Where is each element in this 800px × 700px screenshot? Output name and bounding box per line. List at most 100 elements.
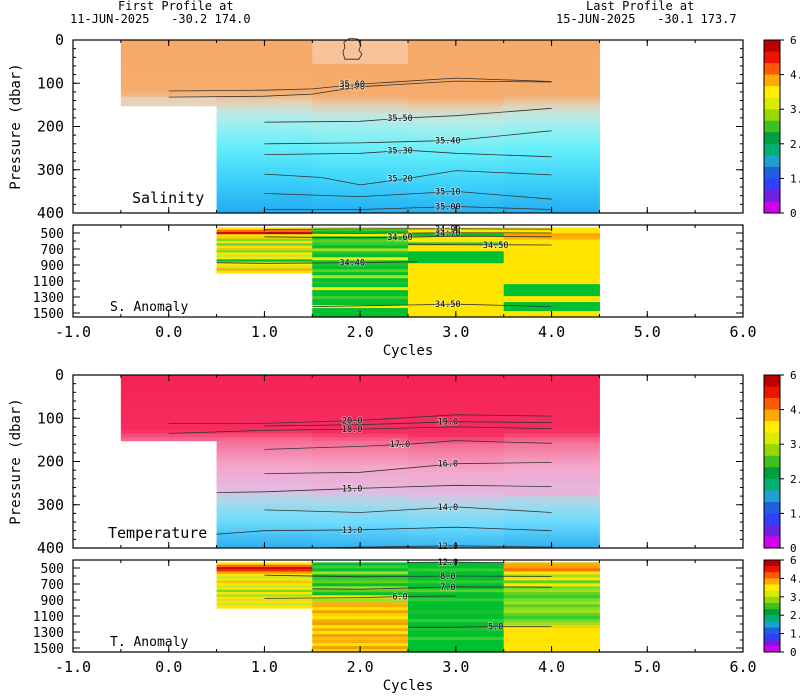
colorbar-t-anomaly-swatch [764,602,780,610]
colorbar-t-anomaly-frame [763,559,781,653]
colorbar-salinity-swatch [764,86,780,99]
tmp-upper-ytick-label: 300 [37,496,64,514]
colorbar-temperature-swatch [764,375,780,387]
sal-upper-contour-label-3: 35.40 [435,136,461,146]
sal-upper-ytick-label: 400 [37,204,64,222]
sal-anom-xtick-label: 2.0 [347,323,374,341]
colorbar-t-anomaly-tick: 4.5 [790,572,800,585]
sal-upper-ylabel: Pressure (dbar) [8,63,24,189]
sal-anom-xlabel: Cycles [383,343,434,359]
salinity-surface-patch [342,37,363,60]
sal-upper-contour-label-7: 35.00 [435,203,461,213]
colorbar-t-anomaly-swatch [764,590,780,598]
colorbar-t-anomaly-swatch [764,645,780,653]
colorbar-salinity: 6 4.5 3.5 2.5 1.5 0 [763,34,800,220]
colorbar-salinity-tick: 1.5 [790,172,800,185]
sal-upper-contour-4 [264,149,552,158]
colorbar-temperature-swatch [764,501,780,514]
colorbar-t-anomaly-swatch [764,578,780,585]
sal-upper-contour-0 [168,80,552,98]
tmp-upper-contour-6 [264,506,552,513]
tmp-anom-ytick-label: 900 [41,594,64,609]
sal-upper-contour-label-1: 35.60 [339,80,365,90]
colorbar-salinity-tick: 3.5 [790,103,800,116]
colorbar-temperature-frame [763,374,781,549]
tmp-upper-contour-label-7: 13.0 [342,526,362,536]
tmp-upper-ytick-label: 100 [37,409,64,427]
colorbar-t-anomaly-tick: 3.5 [790,591,800,604]
sal-anom-ytick-label: 1500 [33,307,64,322]
colorbar-salinity-swatch [764,120,780,133]
tmp-upper-ytick-label: 400 [37,539,64,557]
sal-anom-label: S. Anomaly [110,300,188,315]
colorbar-t-anomaly-swatch [764,639,780,647]
sal-anom-contour-label-2: 34.60 [387,233,413,243]
tmp-upper-contour-7 [216,526,552,535]
sal-upper-contour-label-5: 35.20 [387,174,413,184]
colorbar-salinity-swatch [764,109,780,122]
colorbar-salinity-swatch [764,143,780,156]
sal-upper-contour-2 [264,107,552,123]
tmp-upper-contour-3 [264,440,552,450]
tmp-anom-xtick-label: 4.0 [538,658,565,676]
first-profile-details: 11-JUN-2025 -30.2 174.0 [70,12,251,26]
colorbar-temperature-tick: 6 [790,369,797,382]
sal-anom-contour-5 [312,303,552,307]
colorbar-salinity-swatch [764,51,780,64]
tmp-anom-xtick-label: 1.0 [251,658,278,676]
sal-upper-ytick-label: 300 [37,161,64,179]
tmp-anom-xlabel: Cycles [383,678,434,694]
tmp-anom-contour-label-1: 8.0 [440,572,455,582]
colorbar-temperature-tick: 2.5 [790,473,800,486]
last-profile-label: Last Profile at [586,0,695,13]
tmp-anom-xtick-label: -1.0 [55,658,91,676]
colorbar-temperature-tick: 1.5 [790,507,800,520]
tmp-upper-contour-label-1: 19.0 [438,418,458,428]
tmp-upper-contour-label-2: 18.0 [342,425,362,435]
sal-upper-field [120,40,600,214]
sal-anom-contour-label-4: 34.40 [339,259,365,269]
colorbar-t-anomaly-tick: 1.5 [790,628,800,641]
tmp-upper-contour-label-4: 16.0 [438,460,458,470]
sal-anom-xtick-label: 3.0 [442,323,469,341]
colorbar-t-anomaly-swatch [764,615,780,622]
colorbar-temperature-swatch [764,490,780,503]
tmp-anom-contour-2 [312,586,552,590]
sal-anom-xtick-label: 1.0 [251,323,278,341]
tmp-anom-contour-label-2: 7.0 [440,583,455,593]
tmp-anom-label: T. Anomaly [110,635,188,650]
colorbar-temperature-swatch [764,421,780,434]
colorbar-temperature-tick: 3.5 [790,438,800,451]
sal-anom-xtick-label: 6.0 [729,323,756,341]
colorbar-t-anomaly-swatch [764,596,780,604]
colorbar-salinity-frame [763,39,781,214]
colorbar-temperature-swatch [764,524,780,537]
colorbar-salinity-swatch [764,74,780,87]
colorbar-temperature-swatch [764,536,780,549]
sal-anom-field [216,227,600,318]
colorbar-t-anomaly-swatch [764,560,780,567]
tmp-anom-xtick-label: 5.0 [634,658,661,676]
tmp-upper-contour-1 [264,421,552,427]
colorbar-t-anomaly-swatch [764,566,780,573]
sal-upper-ytick-label: 100 [37,74,64,92]
sal-upper-label: Salinity [132,189,204,207]
sal-anom-ytick-label: 1300 [33,291,64,306]
sal-upper-contour-label-2: 35.50 [387,114,413,124]
sal-upper-contour-label-4: 35.30 [387,146,413,156]
colorbar-temperature-swatch [764,444,780,457]
sal-anom-ytick-label: 500 [41,227,64,242]
sal-anom-xtick-label: -1.0 [55,323,91,341]
colorbar-temperature-swatch [764,432,780,445]
colorbar-salinity-swatch [764,132,780,145]
colorbar-temperature-swatch [764,409,780,422]
tmp-upper-contour-label-5: 15.0 [342,484,362,494]
tmp-upper-ytick-label: 0 [55,366,64,384]
tmp-anom-xtick-label: 0.0 [155,658,182,676]
colorbar-salinity-swatch [764,63,780,75]
sal-upper-contour-6 [264,190,552,200]
sal-anom-contour-1 [264,232,552,234]
